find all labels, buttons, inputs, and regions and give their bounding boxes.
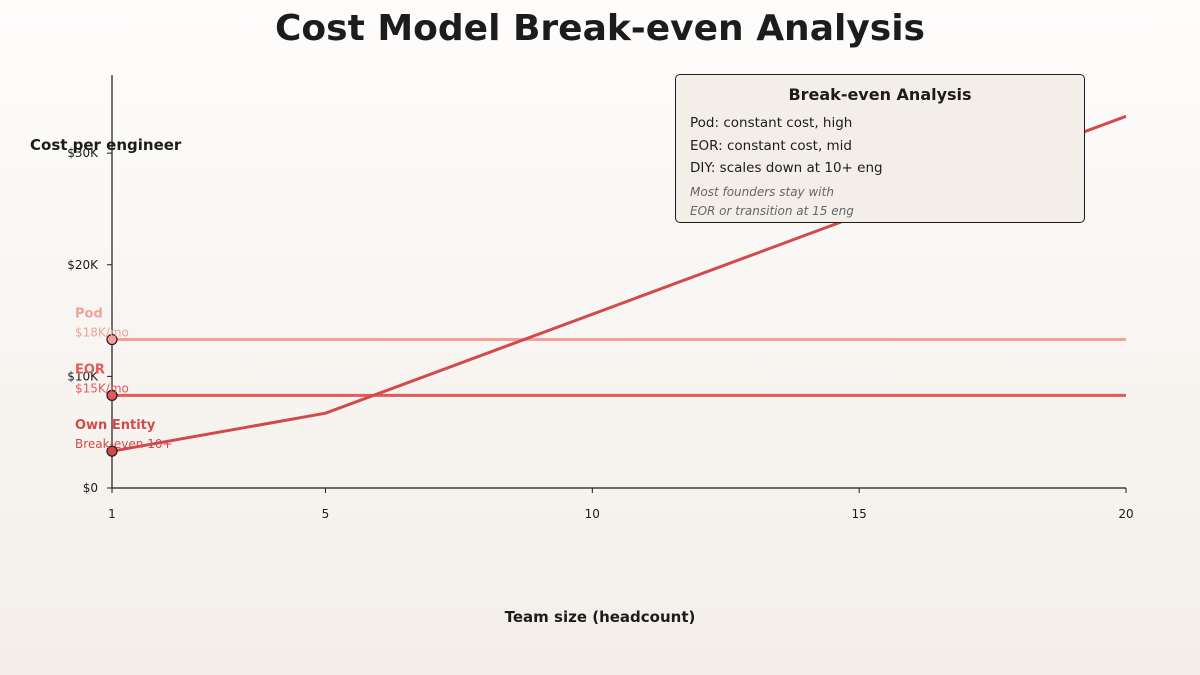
legend-box: Break-even Analysis Pod: constant cost, … [675,74,1085,223]
legend-line-pod: Pod: constant cost, high [690,115,853,131]
series-start-marker-eor [106,389,118,401]
chart-title: Cost Model Break-even Analysis [275,8,925,49]
legend-line-eor: EOR: constant cost, mid [690,137,852,154]
x-tick-label: 5 [322,507,330,521]
series-label-own-entity: Own Entity [75,418,156,433]
y-tick-label: $10K [67,369,99,383]
x-tick-label: 10 [585,507,600,521]
x-tick-label: 20 [1118,507,1133,521]
series-label-pod: Pod [75,307,103,322]
x-axis-label: Team size (headcount) [505,608,696,626]
y-tick-label: $30K [67,146,99,160]
series-start-marker-pod [106,333,118,346]
y-tick-label: $0 [83,481,98,495]
series-label-eor: EOR [75,362,105,377]
series-start-marker-own-entity [106,445,118,457]
legend-title: Break-even Analysis [788,85,972,104]
series-sublabel-pod: $18K/mo [75,326,129,340]
x-tick-label: 1 [108,507,116,521]
legend-line-diy: DIY: scales down at 10+ eng [690,160,883,176]
series-sublabel-own-entity: Break-even 10+ [75,437,173,451]
legend-note-line-1: Most founders stay with [690,184,834,199]
series-sublabel-eor: $15K/mo [75,381,129,395]
legend-note-line-2: EOR or transition at 15 eng [690,203,854,218]
x-tick-label: 15 [852,507,867,521]
y-tick-label: $20K [67,258,99,272]
y-axis-label: Cost per engineer [30,136,182,154]
